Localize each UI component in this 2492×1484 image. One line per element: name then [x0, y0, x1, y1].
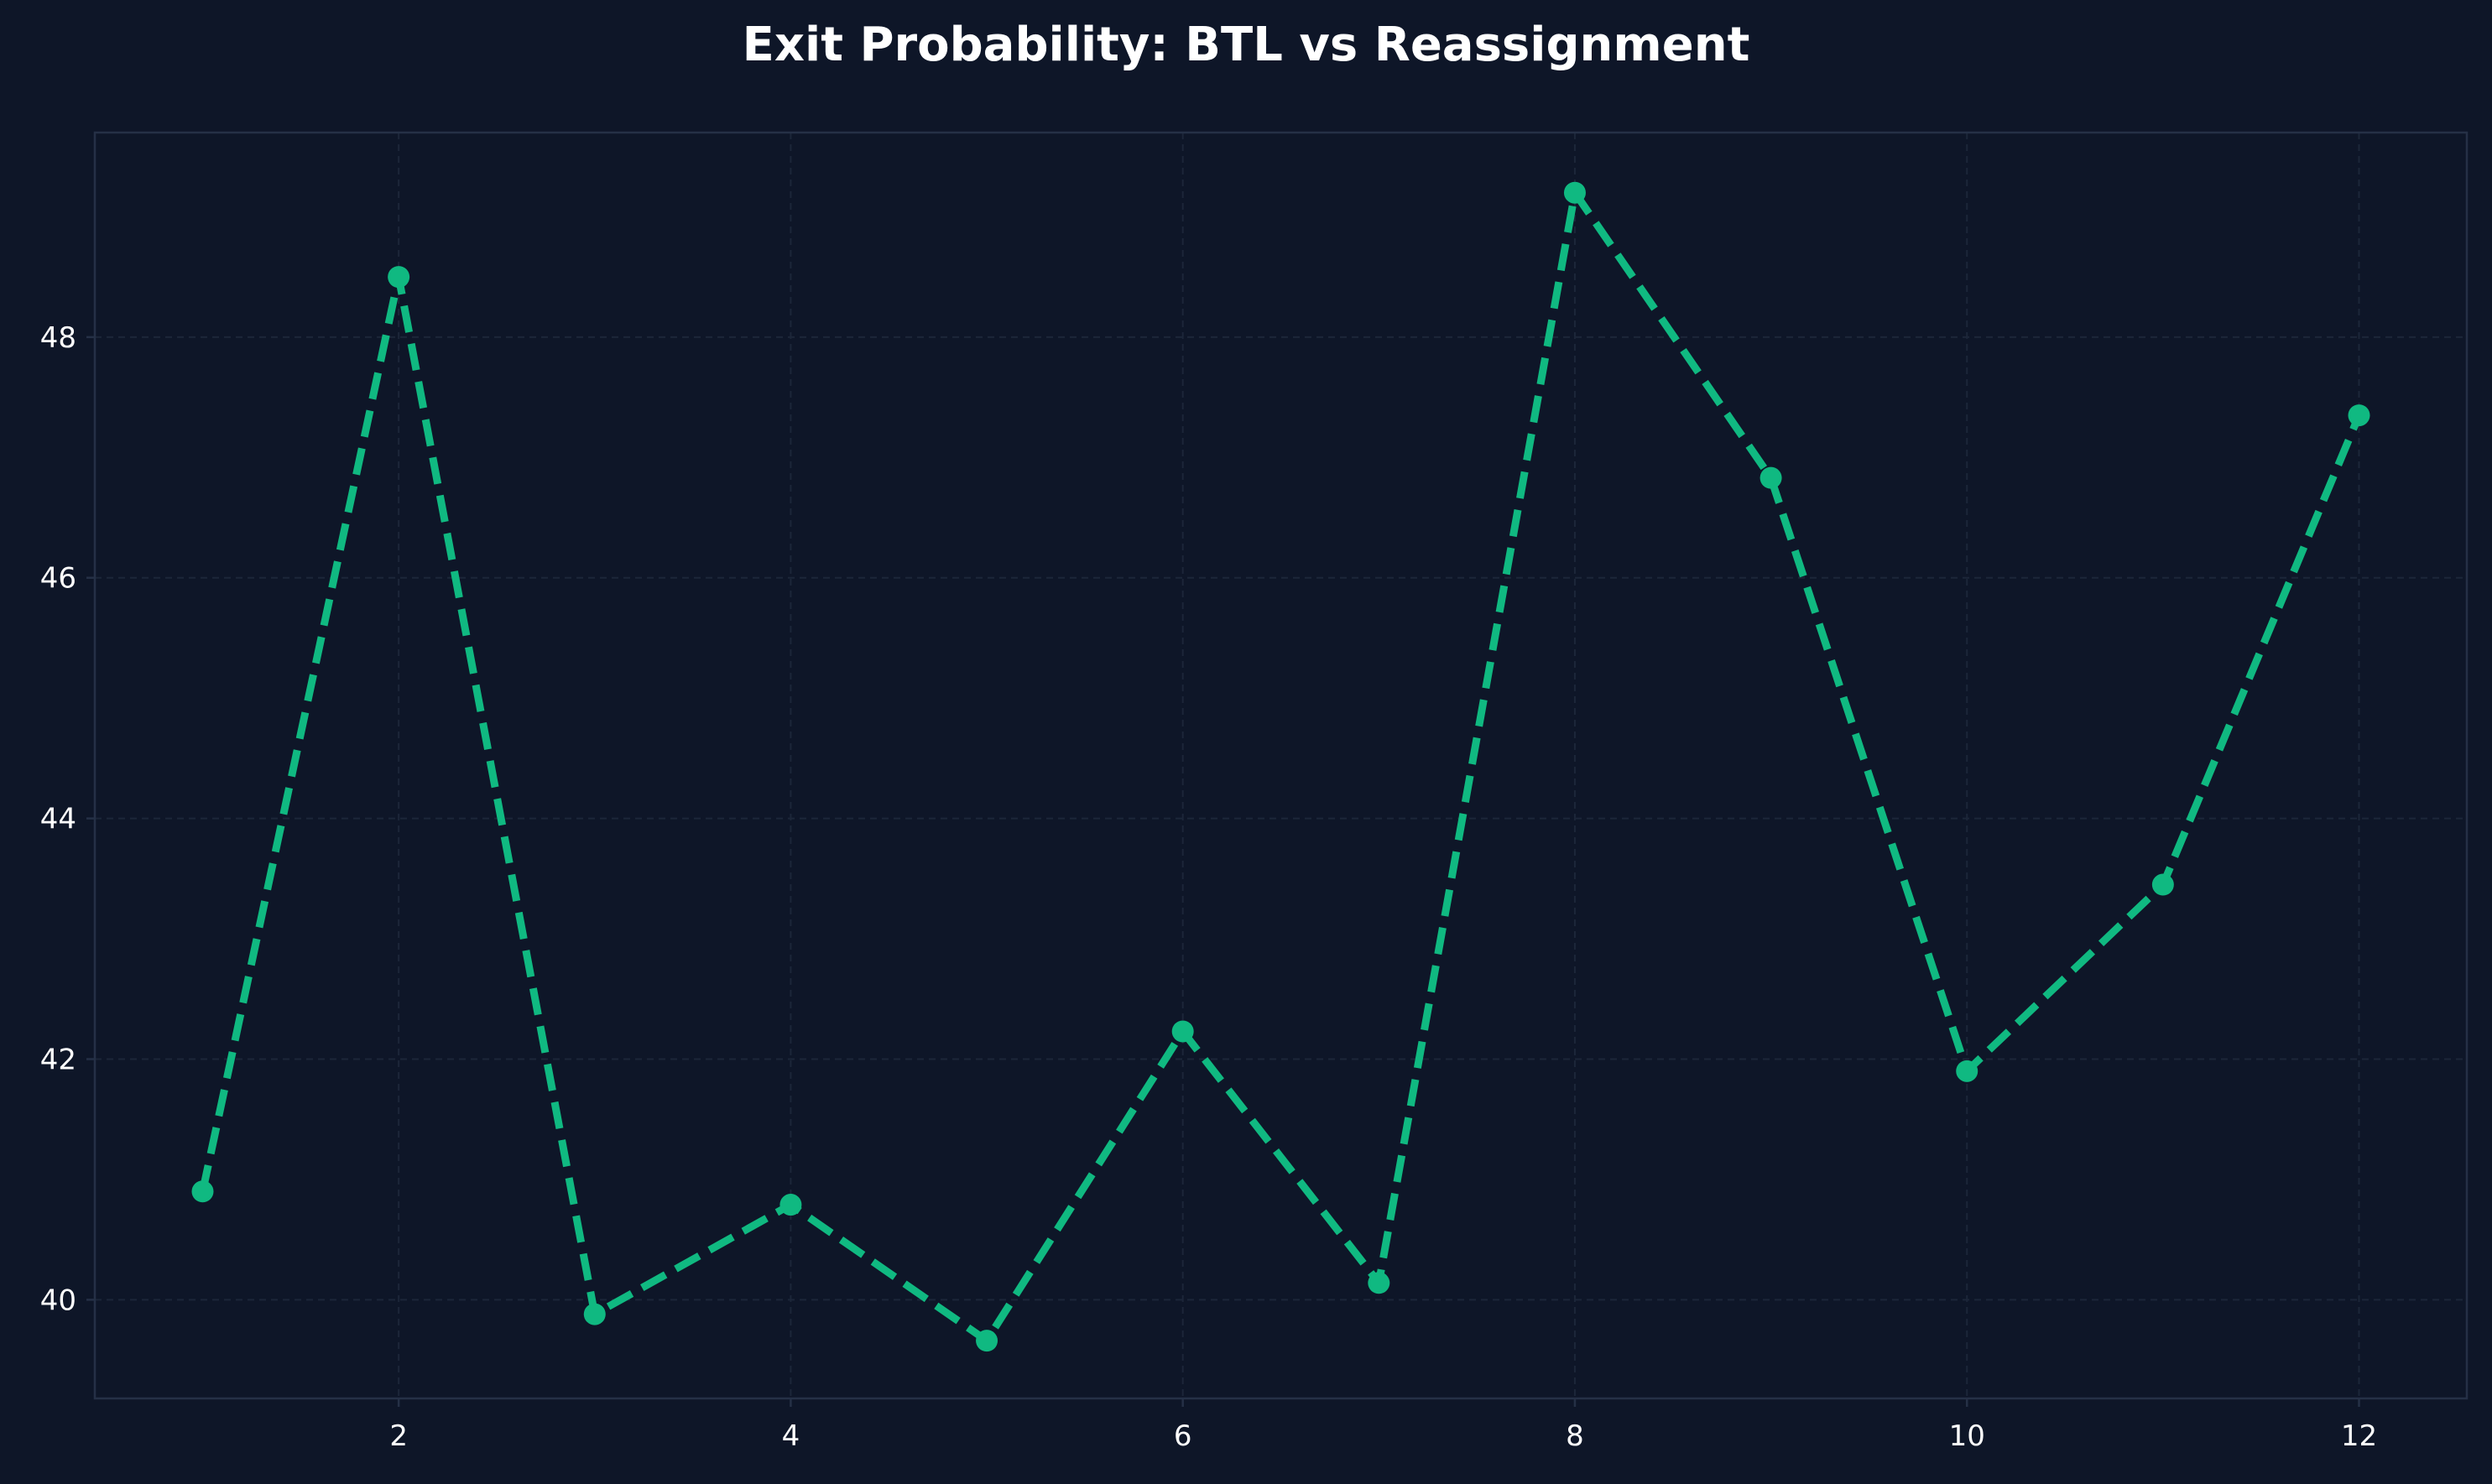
x-tick-label: 12: [2341, 1419, 2377, 1453]
y-tick-label: 40: [40, 1284, 76, 1317]
x-tick-label: 6: [1174, 1419, 1192, 1453]
data-point: [191, 1180, 214, 1203]
data-point: [2348, 404, 2370, 427]
data-point: [1563, 181, 1586, 204]
data-point: [1368, 1272, 1390, 1294]
x-tick-label: 10: [1949, 1419, 1985, 1453]
data-point: [388, 266, 410, 289]
y-tick-label: 42: [40, 1043, 76, 1076]
plot-area-frame: [93, 131, 2469, 1400]
grid-lines: [95, 133, 2467, 1398]
x-tick-label: 2: [389, 1419, 408, 1453]
data-point: [2151, 873, 2174, 896]
series-line: [199, 189, 2363, 1345]
y-tick-label: 44: [40, 803, 76, 836]
data-point: [1171, 1020, 1194, 1043]
y-tick-label: 48: [40, 321, 76, 355]
data-point: [583, 1303, 606, 1325]
y-tick-label: 46: [40, 562, 76, 596]
data-point: [1760, 466, 1782, 489]
data-point: [976, 1330, 998, 1352]
chart-title: Exit Probability: BTL vs Reassignment: [742, 18, 1750, 72]
x-tick-label: 8: [1566, 1419, 1584, 1453]
series-layer: [191, 181, 2370, 1352]
data-point: [1956, 1060, 1978, 1082]
x-tick-label: 4: [782, 1419, 800, 1453]
data-point: [779, 1194, 802, 1216]
